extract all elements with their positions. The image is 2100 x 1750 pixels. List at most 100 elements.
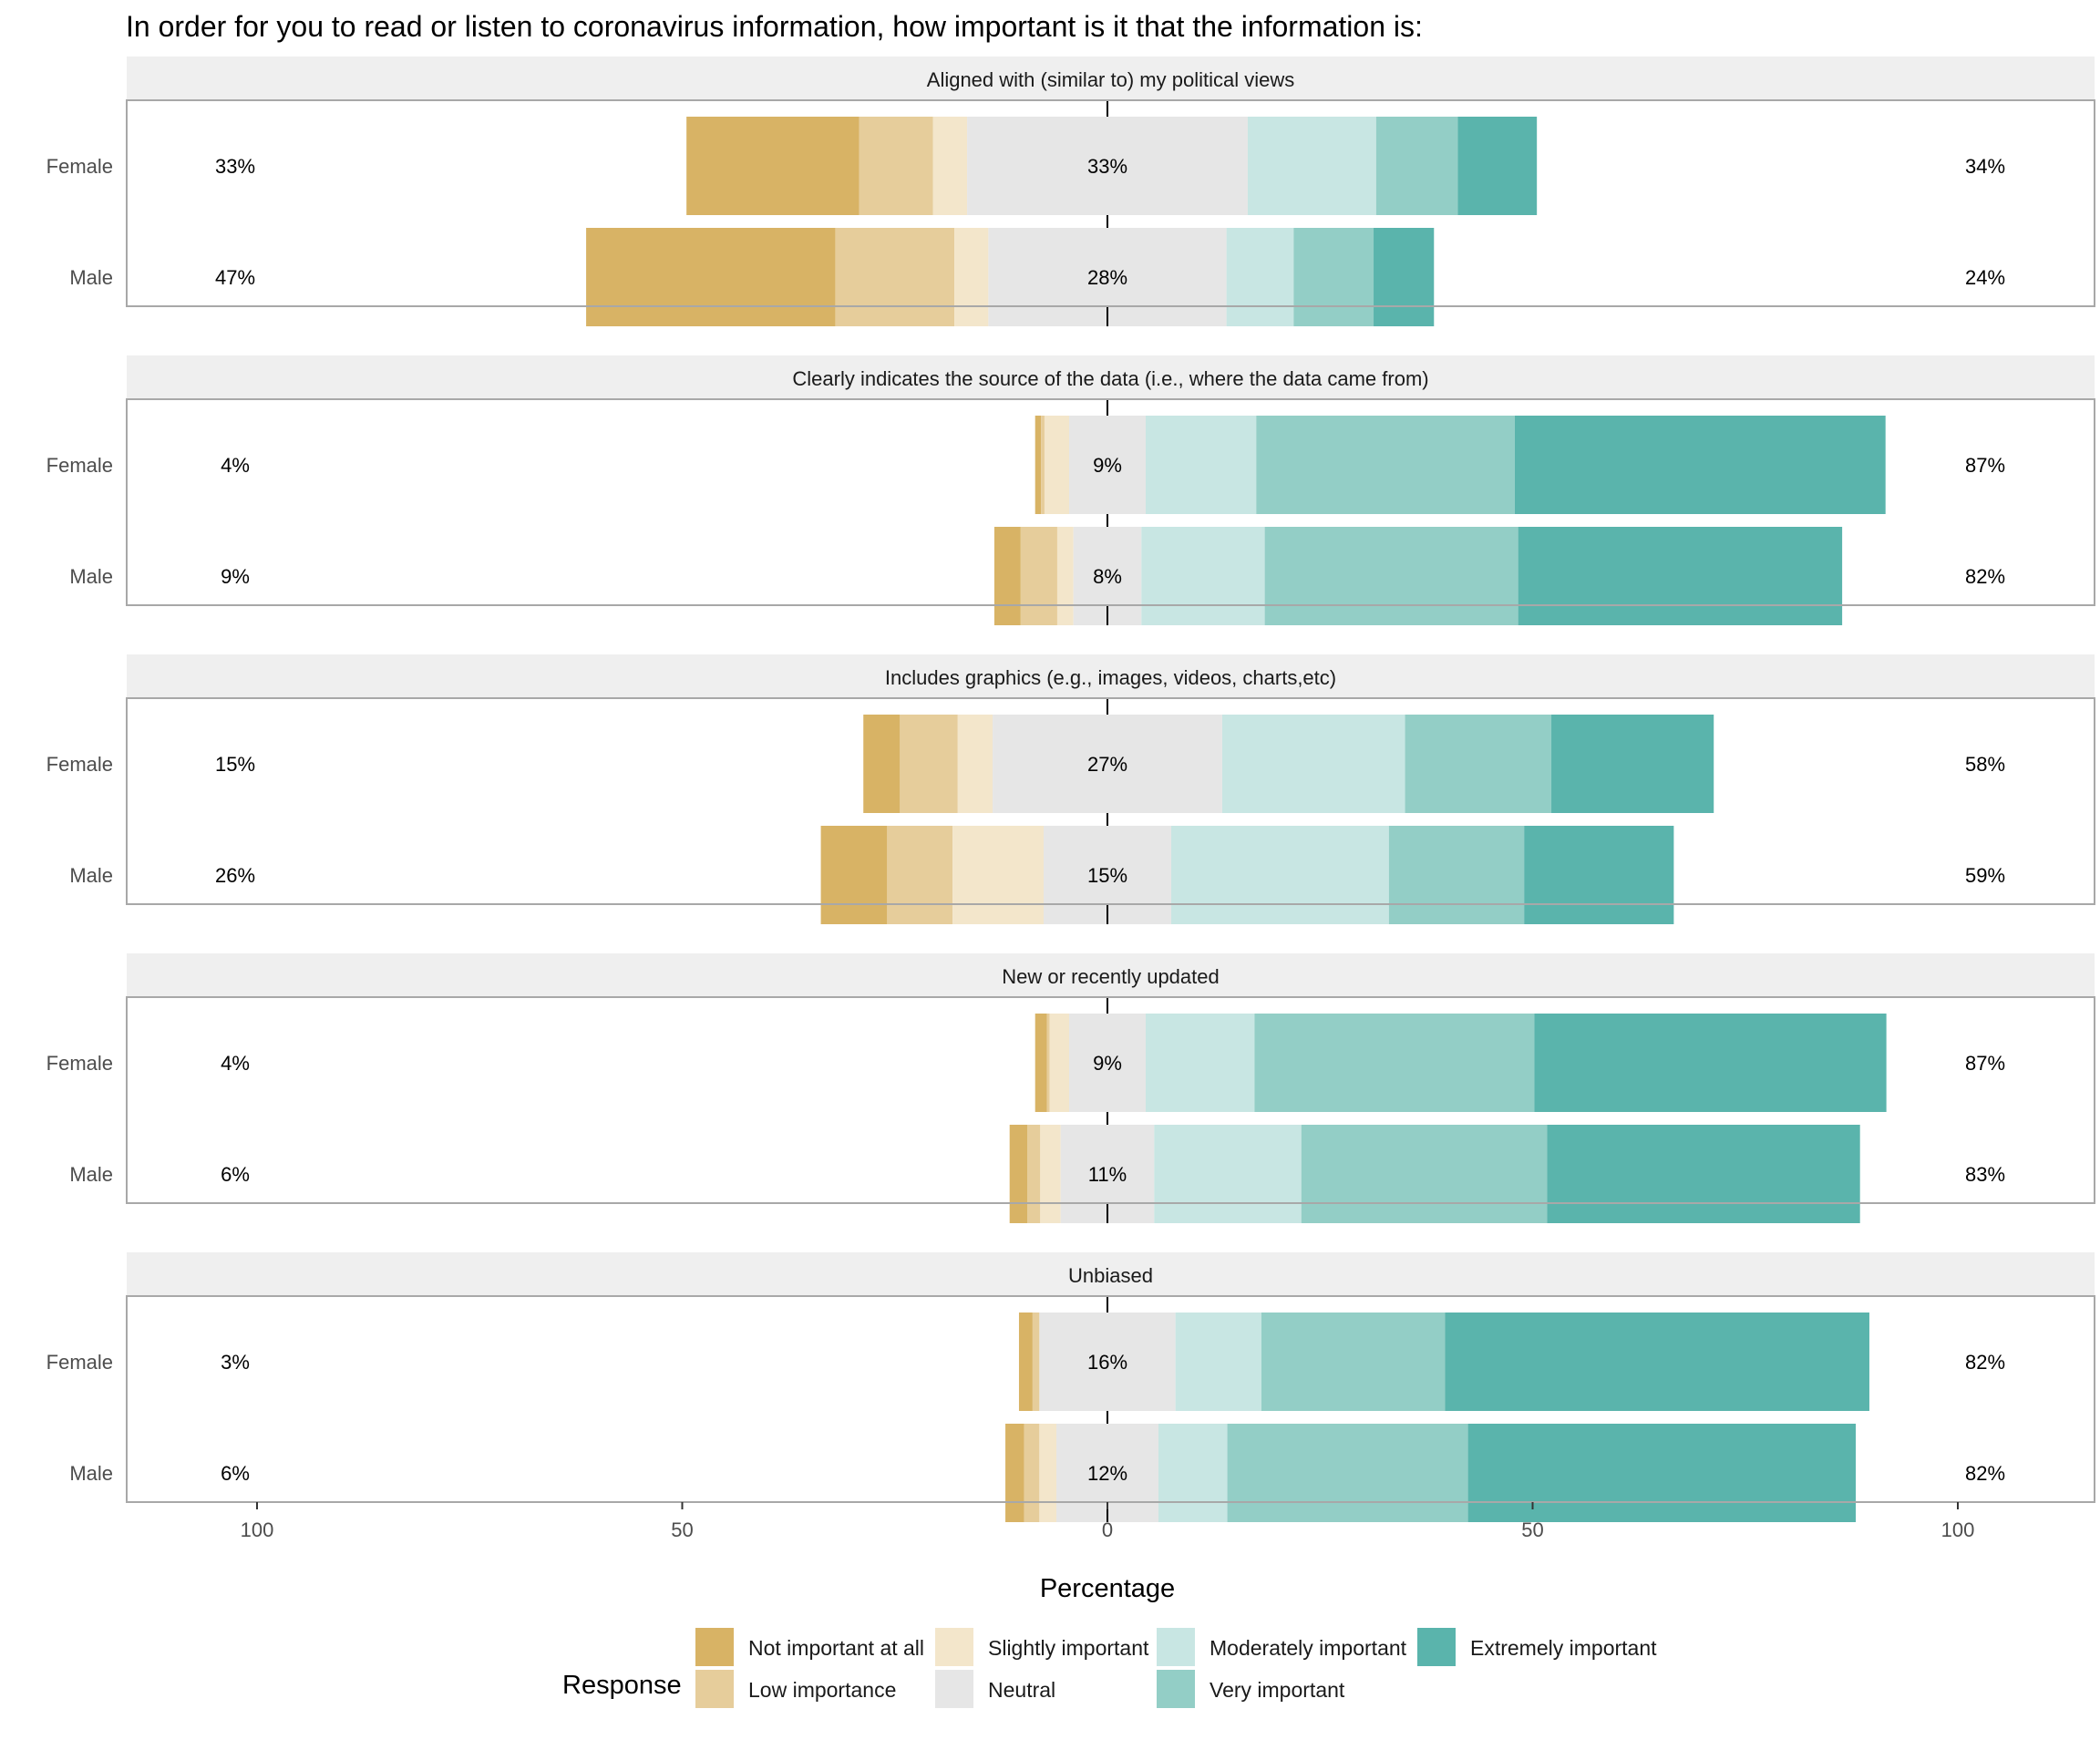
row-label: Male bbox=[69, 1462, 113, 1485]
bar-segment-not-important-at-all bbox=[820, 826, 888, 924]
panel-border bbox=[126, 996, 2095, 1204]
panel-border bbox=[126, 1295, 2095, 1503]
panel-border bbox=[126, 398, 2095, 606]
neutral-percent-label: 15% bbox=[1087, 864, 1127, 887]
row-label: Male bbox=[69, 1163, 113, 1186]
row-label: Male bbox=[69, 266, 113, 289]
legend-swatch-extremely-important bbox=[1417, 1628, 1456, 1666]
bar-segment-slightly-important bbox=[1039, 1424, 1057, 1522]
bar-segment-moderately-important bbox=[1145, 416, 1257, 514]
left-percent-label: 26% bbox=[215, 864, 255, 887]
left-percent-label: 15% bbox=[215, 753, 255, 776]
bar-segment-very-important bbox=[1264, 527, 1518, 625]
left-percent-label: 47% bbox=[215, 266, 255, 289]
bar-segment-extremely-important bbox=[1445, 1312, 1869, 1411]
bar-segment-slightly-important bbox=[954, 228, 989, 326]
x-tick-label: 50 bbox=[1521, 1518, 1543, 1541]
bar-segment-very-important bbox=[1388, 826, 1525, 924]
legend-label-not-important-at-all: Not important at all bbox=[748, 1636, 924, 1660]
legend-label-low-importance: Low importance bbox=[748, 1678, 896, 1702]
row-label: Female bbox=[46, 753, 113, 776]
row-label: Male bbox=[69, 565, 113, 588]
bar-segment-very-important bbox=[1227, 1424, 1468, 1522]
left-percent-label: 6% bbox=[221, 1163, 250, 1186]
neutral-percent-label: 8% bbox=[1093, 565, 1122, 588]
neutral-percent-label: 33% bbox=[1087, 155, 1127, 178]
bar-segment-extremely-important bbox=[1551, 715, 1714, 813]
bar-segment-moderately-important bbox=[1175, 1312, 1261, 1411]
panel-5: Unbiased Female 3% 16% 82% Male 6% 12% 82% bbox=[46, 1252, 2095, 1522]
panel-2: Clearly indicates the source of the data… bbox=[46, 355, 2095, 625]
bar-segment-neutral bbox=[967, 117, 1248, 215]
panel-3: Includes graphics (e.g., images, videos,… bbox=[46, 654, 2095, 924]
bar-segment-low-importance bbox=[835, 228, 955, 326]
neutral-percent-label: 11% bbox=[1088, 1163, 1127, 1186]
bar-segment-low-importance bbox=[1020, 527, 1057, 625]
left-percent-label: 9% bbox=[221, 565, 250, 588]
left-percent-label: 3% bbox=[221, 1351, 250, 1374]
row-label: Female bbox=[46, 1351, 113, 1374]
neutral-percent-label: 16% bbox=[1087, 1351, 1127, 1374]
bar-segment-low-importance bbox=[1024, 1424, 1040, 1522]
row-label: Female bbox=[46, 1052, 113, 1075]
bar-segment-moderately-important bbox=[1247, 117, 1376, 215]
legend-label-very-important: Very important bbox=[1210, 1678, 1345, 1702]
neutral-percent-label: 28% bbox=[1087, 266, 1127, 289]
left-percent-label: 33% bbox=[215, 155, 255, 178]
legend-swatch-low-importance bbox=[695, 1670, 734, 1708]
bar-segment-slightly-important bbox=[1044, 416, 1070, 514]
legend-swatch-slightly-important bbox=[935, 1628, 973, 1666]
bar-segment-slightly-important bbox=[1049, 1014, 1070, 1112]
bar-segment-extremely-important bbox=[1374, 228, 1435, 326]
bar-segment-very-important bbox=[1293, 228, 1374, 326]
bar-segment-not-important-at-all bbox=[1035, 1014, 1047, 1112]
facet-panels: Aligned with (similar to) my political v… bbox=[46, 57, 2095, 1522]
legend-label-slightly-important: Slightly important bbox=[988, 1636, 1149, 1660]
right-percent-label: 58% bbox=[1965, 753, 2005, 776]
left-percent-label: 4% bbox=[221, 1052, 250, 1075]
bar-segment-not-important-at-all bbox=[1009, 1125, 1028, 1223]
bar-segment-extremely-important bbox=[1518, 527, 1843, 625]
bar-segment-low-importance bbox=[1032, 1312, 1040, 1411]
bar-segment-very-important bbox=[1261, 1312, 1446, 1411]
panel-strip bbox=[127, 654, 2095, 698]
bar-segment-neutral bbox=[993, 715, 1222, 813]
left-percent-label: 6% bbox=[221, 1462, 250, 1485]
right-percent-label: 82% bbox=[1965, 565, 2005, 588]
bar-segment-not-important-at-all bbox=[1005, 1424, 1024, 1522]
bar-segment-slightly-important bbox=[957, 715, 993, 813]
x-tick-label: 100 bbox=[241, 1518, 274, 1541]
bar-segment-slightly-important bbox=[932, 117, 968, 215]
bar-segment-moderately-important bbox=[1226, 228, 1294, 326]
bar-segment-low-importance bbox=[900, 715, 958, 813]
panel-strip bbox=[127, 953, 2095, 997]
panel-4: New or recently updated Female 4% 9% 87% Male… bbox=[46, 953, 2095, 1223]
legend-swatch-moderately-important bbox=[1157, 1628, 1195, 1666]
bar-segment-neutral bbox=[1039, 1312, 1176, 1411]
bar-segment-neutral bbox=[1069, 416, 1146, 514]
bar-segment-moderately-important bbox=[1154, 1125, 1302, 1223]
bar-segment-slightly-important bbox=[1040, 1125, 1061, 1223]
bar-segment-very-important bbox=[1256, 416, 1515, 514]
panel-strip bbox=[127, 1252, 2095, 1296]
bar-segment-extremely-important bbox=[1524, 826, 1674, 924]
panel-border bbox=[126, 99, 2095, 307]
right-percent-label: 87% bbox=[1965, 1052, 2005, 1075]
bar-segment-very-important bbox=[1375, 117, 1458, 215]
x-axis-label: Percentage bbox=[1040, 1574, 1175, 1603]
bar-segment-slightly-important bbox=[952, 826, 1045, 924]
panel-title: Clearly indicates the source of the data… bbox=[792, 367, 1428, 390]
bar-segment-moderately-important bbox=[1141, 527, 1265, 625]
bar-segment-extremely-important bbox=[1514, 416, 1886, 514]
right-percent-label: 83% bbox=[1965, 1163, 2005, 1186]
legend-label-extremely-important: Extremely important bbox=[1470, 1636, 1657, 1660]
panel-title: Includes graphics (e.g., images, videos,… bbox=[885, 666, 1336, 689]
bar-segment-very-important bbox=[1405, 715, 1552, 813]
neutral-percent-label: 9% bbox=[1093, 1052, 1122, 1075]
bar-segment-extremely-important bbox=[1467, 1424, 1857, 1522]
x-axis: 100 50 0 50 100 bbox=[241, 1502, 1974, 1541]
panel-strip bbox=[127, 355, 2095, 399]
row-label: Female bbox=[46, 454, 113, 477]
x-tick-label: 50 bbox=[671, 1518, 693, 1541]
